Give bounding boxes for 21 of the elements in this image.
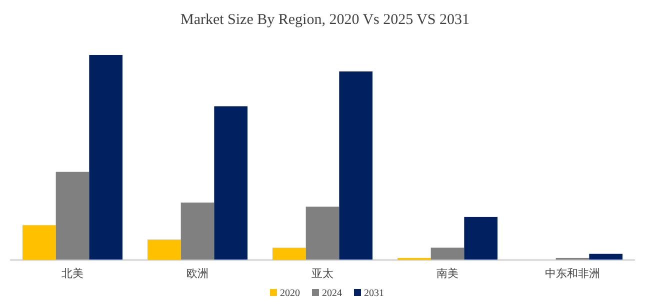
legend-label: 2024 — [322, 288, 342, 299]
bar — [430, 248, 464, 260]
bar — [214, 106, 248, 260]
x-tick-label: 北美 — [62, 267, 84, 280]
legend-label: 2031 — [364, 288, 384, 299]
bar — [22, 225, 56, 260]
bar — [272, 248, 306, 260]
x-tick-label: 欧洲 — [186, 267, 208, 280]
bar — [339, 71, 372, 260]
bar — [56, 172, 90, 260]
x-tick-label: 南美 — [436, 267, 458, 280]
x-tick-label: 中东和非洲 — [545, 267, 600, 280]
bar — [589, 254, 622, 260]
chart-title: Market Size By Region, 2020 Vs 2025 VS 2031 — [180, 12, 470, 28]
x-tick-label: 亚太 — [312, 267, 334, 280]
bar — [180, 202, 214, 260]
bar — [464, 216, 498, 260]
bar — [148, 240, 181, 260]
bar — [306, 206, 340, 260]
bar — [89, 55, 122, 260]
legend-label: 2020 — [280, 288, 300, 299]
